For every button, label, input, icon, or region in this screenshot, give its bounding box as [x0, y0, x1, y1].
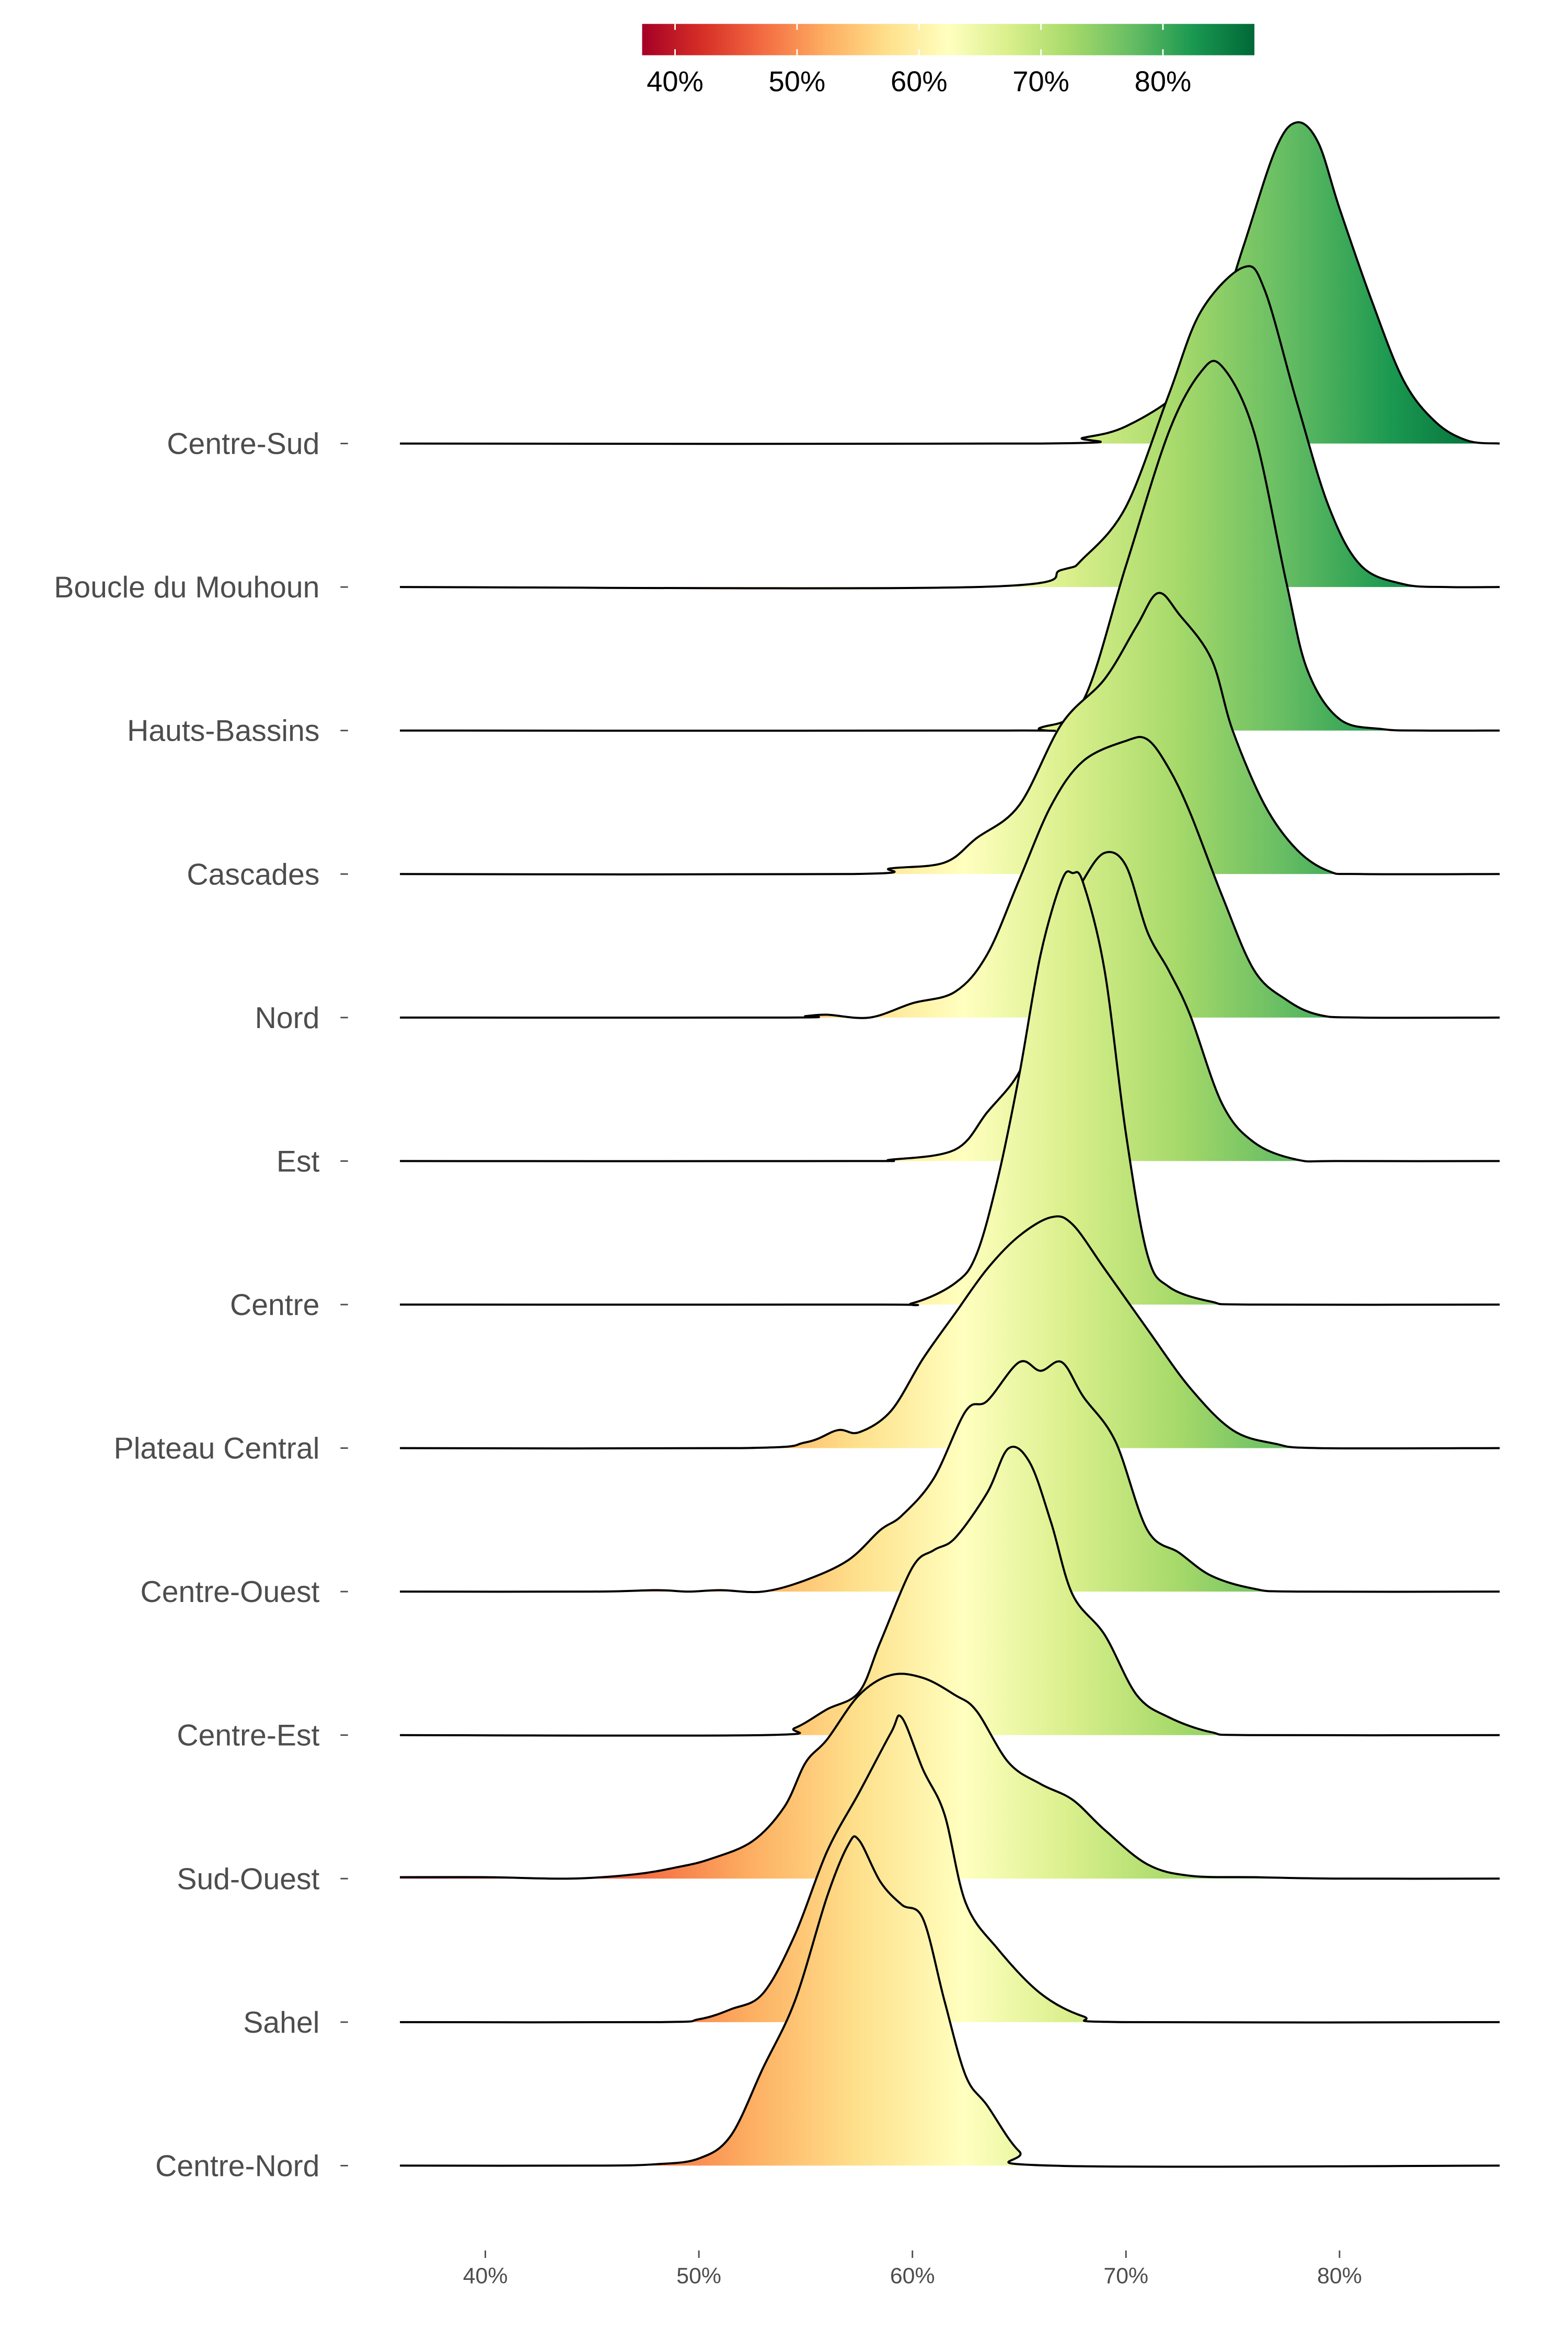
ridge-centre-est: [400, 1446, 1500, 1737]
ridge-fill: [400, 1674, 1500, 1879]
ridge-plateau-central: [400, 1215, 1500, 1450]
x-tick-label: 40%: [463, 2264, 508, 2289]
ridge-fill: [400, 122, 1500, 444]
ridge-outline: [400, 735, 1500, 1019]
ridge-centre-nord: [400, 1835, 1500, 2168]
y-tick-label: Centre-Est: [177, 1719, 319, 1753]
y-tick-label: Centre-Ouest: [141, 1575, 320, 1609]
ridge-outline: [400, 592, 1500, 876]
ridge-fill: [400, 361, 1500, 731]
colorbar: [642, 24, 1254, 55]
colorbar-tick-label: 40%: [647, 65, 704, 97]
colorbar-tick-label: 80%: [1135, 65, 1192, 97]
y-tick-label: Hauts-Bassins: [127, 714, 319, 748]
ridges: [400, 121, 1500, 2168]
ridge-fill: [400, 1361, 1500, 1593]
ridge-outline: [400, 1673, 1500, 1880]
ridge-outline: [400, 1714, 1500, 2024]
ridge-fill: [400, 1446, 1500, 1736]
ridge-sud-ouest: [400, 1673, 1500, 1880]
y-tick-label: Plateau Central: [114, 1432, 320, 1466]
y-tick-label: Cascades: [187, 858, 319, 891]
ridge-outline: [400, 1446, 1500, 1737]
y-tick-label: Est: [276, 1145, 320, 1178]
colorbar-legend: 40% 50% 60% 70% 80%: [642, 24, 1254, 97]
ridge-outline: [400, 1835, 1500, 2168]
x-tick-label: 60%: [890, 2264, 935, 2289]
ridge-outline: [400, 1360, 1500, 1594]
ridge-fill: [400, 1216, 1500, 1449]
y-tick-label: Nord: [255, 1001, 320, 1035]
ridge-nord: [400, 735, 1500, 1019]
x-tick-label: 80%: [1317, 2264, 1362, 2289]
ridge-fill: [400, 1836, 1500, 2167]
y-tick-label: Sahel: [243, 2006, 319, 2039]
ridge-outline: [400, 360, 1500, 732]
ridge-fill: [400, 593, 1500, 875]
ridge-centre-sud: [400, 121, 1500, 445]
ridge-outline: [400, 870, 1500, 1307]
y-tick-label: Centre-Sud: [167, 428, 319, 461]
colorbar-tick-label: 60%: [891, 65, 948, 97]
ridge-outline: [400, 121, 1500, 445]
y-tick-label: Centre-Nord: [155, 2149, 319, 2183]
y-axis: Centre-Sud Boucle du Mouhoun Hauts-Bassins…: [54, 428, 348, 2183]
colorbar-tick-label: 70%: [1012, 65, 1069, 97]
x-tick-label: 70%: [1103, 2264, 1148, 2289]
ridge-outline: [400, 265, 1500, 590]
y-tick-label: Centre: [230, 1288, 319, 1322]
ridge-cascades: [400, 592, 1500, 876]
x-tick-label: 50%: [676, 2264, 721, 2289]
ridge-fill: [400, 871, 1500, 1306]
ridge-outline: [400, 1215, 1500, 1450]
y-tick-label: Boucle du Mouhoun: [54, 571, 319, 604]
ridge-hauts-bassins: [400, 360, 1500, 732]
colorbar-tick-label: 50%: [769, 65, 826, 97]
x-axis: 40% 50% 60% 70% 80%: [463, 2250, 1362, 2289]
ridge-centre: [400, 870, 1500, 1307]
ridge-centre-ouest: [400, 1360, 1500, 1594]
ridge-fill: [400, 736, 1500, 1018]
ridge-sahel: [400, 1714, 1500, 2024]
y-tick-label: Sud-Ouest: [177, 1862, 319, 1896]
ridge-fill: [400, 1715, 1500, 2023]
